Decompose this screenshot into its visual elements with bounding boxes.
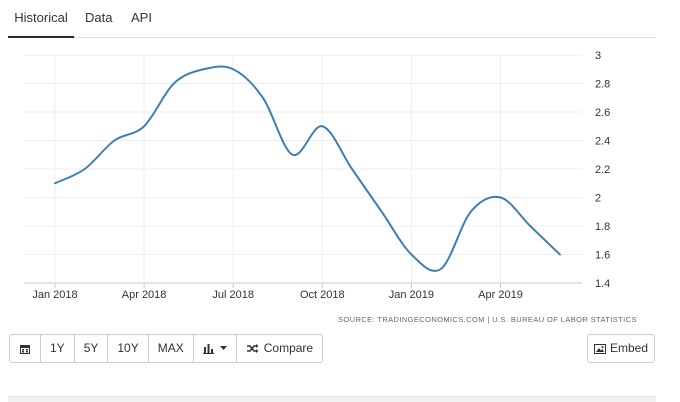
tab-api[interactable]: API bbox=[131, 10, 152, 25]
y-tick-label: 2.8 bbox=[595, 79, 610, 91]
calendar-icon bbox=[20, 344, 30, 354]
tab-data[interactable]: Data bbox=[85, 10, 113, 25]
source-note: SOURCE: TRADINGECONOMICS.COM | U.S. BURE… bbox=[338, 315, 637, 324]
y-tick-label: 2.2 bbox=[595, 164, 610, 176]
embed-button[interactable]: Embed bbox=[587, 334, 655, 363]
x-tick-label: Oct 2018 bbox=[300, 289, 345, 301]
compare-button[interactable]: Compare bbox=[237, 335, 322, 362]
image-icon bbox=[593, 343, 606, 354]
shuffle-icon bbox=[246, 344, 259, 353]
x-tick-label: Jan 2018 bbox=[32, 289, 77, 301]
y-tick-label: 2.4 bbox=[595, 136, 610, 148]
range-10y-button[interactable]: 10Y bbox=[108, 335, 149, 362]
x-tick-label: Apr 2019 bbox=[478, 289, 523, 301]
chart-grid bbox=[24, 54, 582, 288]
line-chart: 3 2.8 2.6 2.4 2.2 2 1.8 1.6 1.4 Jan 2018 Apr 2018… bbox=[24, 50, 610, 301]
tab-historical[interactable]: Historical bbox=[8, 0, 74, 38]
y-axis-ticks: 3 2.8 2.6 2.4 2.2 2 1.8 1.6 1.4 bbox=[595, 50, 610, 290]
chart-type-button[interactable] bbox=[194, 335, 237, 362]
caret-down-icon bbox=[219, 346, 227, 350]
range-1y-button[interactable]: 1Y bbox=[41, 335, 75, 362]
bar-chart-icon bbox=[202, 344, 214, 354]
calendar-button[interactable] bbox=[10, 335, 41, 362]
y-tick-label: 1.8 bbox=[595, 221, 610, 233]
series-line bbox=[54, 65, 561, 272]
x-tick-label: Apr 2018 bbox=[122, 289, 167, 301]
y-tick-label: 1.6 bbox=[595, 250, 610, 262]
y-tick-label: 2 bbox=[595, 193, 601, 205]
y-tick-label: 3 bbox=[595, 50, 601, 62]
compare-label: Compare bbox=[263, 341, 314, 355]
bottom-panel-edge bbox=[8, 396, 656, 402]
x-tick-label: Jan 2019 bbox=[389, 289, 434, 301]
embed-label: Embed bbox=[609, 341, 649, 355]
y-tick-label: 1.4 bbox=[595, 278, 610, 290]
range-5y-button[interactable]: 5Y bbox=[75, 335, 109, 362]
y-tick-label: 2.6 bbox=[595, 107, 610, 119]
tab-bar: Historical Data API bbox=[8, 0, 656, 38]
chart-toolbar: 1Y 5Y 10Y MAX Compare bbox=[9, 334, 324, 363]
x-tick-label: Jul 2018 bbox=[212, 289, 254, 301]
x-axis-ticks: Jan 2018 Apr 2018 Jul 2018 Oct 2018 Jan 2019… bbox=[32, 289, 522, 301]
range-max-button[interactable]: MAX bbox=[149, 335, 194, 362]
